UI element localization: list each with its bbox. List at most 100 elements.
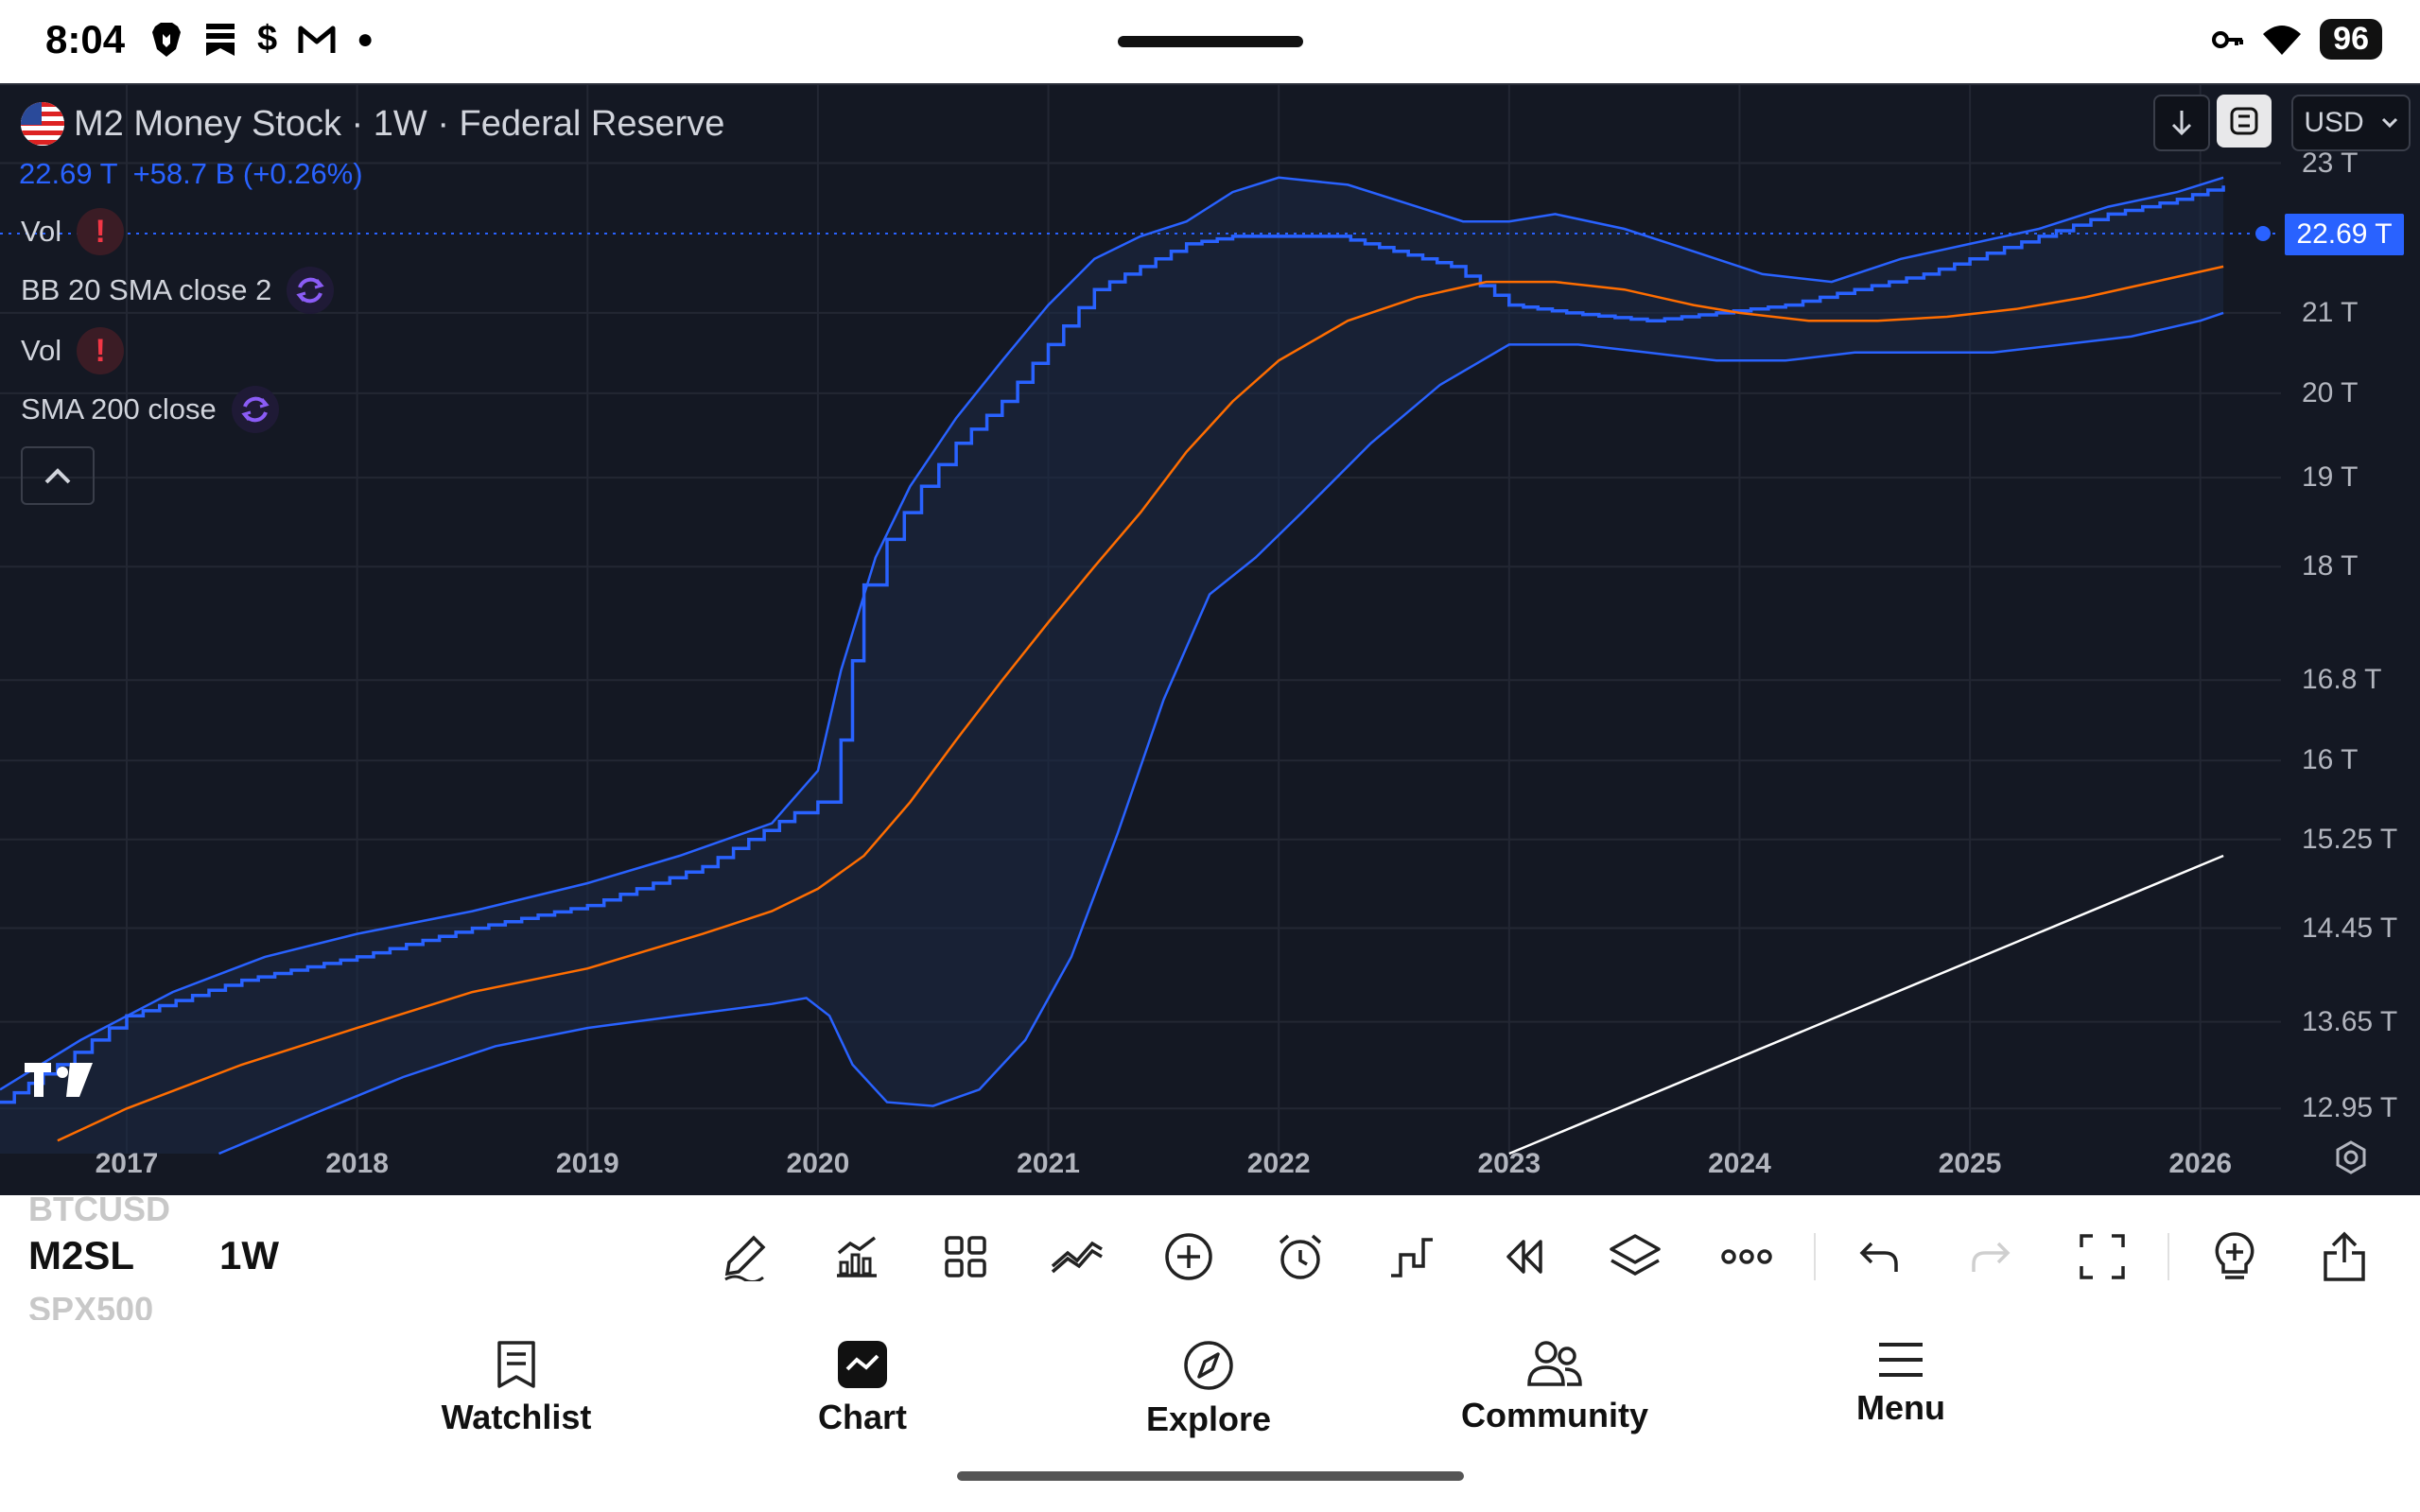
add-button[interactable]	[1159, 1227, 1218, 1286]
compare-button[interactable]	[1048, 1227, 1106, 1286]
indicator-sma[interactable]: SMA 200 close	[21, 386, 279, 433]
price-axis-label: 14.45 T	[2302, 912, 2398, 944]
time-axis-label: 2026	[2168, 1148, 2233, 1179]
notch-pill	[1118, 36, 1303, 47]
nav-label: Explore	[1145, 1399, 1272, 1438]
previous-symbol[interactable]: BTCUSD	[28, 1190, 170, 1228]
collapse-legend-button[interactable]	[21, 446, 95, 505]
symbol-title: M2 Money Stock · 1W · Federal Reserve	[74, 103, 725, 144]
price-chart[interactable]	[0, 85, 2420, 1197]
price-axis-label: 21 T	[2302, 296, 2359, 328]
status-bar: 8:04 $ ● 96	[0, 0, 2420, 83]
nav-label: Chart	[817, 1398, 907, 1436]
nav-menu[interactable]: Menu	[1778, 1339, 2024, 1428]
gmail-icon	[298, 26, 336, 53]
fullscreen-button[interactable]	[2073, 1227, 2132, 1286]
loading-icon	[287, 267, 335, 314]
time-axis-label: 2023	[1477, 1148, 1541, 1179]
add-icon	[1165, 1233, 1212, 1280]
chevron-up-icon	[44, 468, 71, 484]
status-system-icons: 96	[2212, 19, 2382, 60]
key-icon	[2212, 30, 2244, 48]
currency-dropdown[interactable]: USD	[2291, 95, 2411, 151]
share-button[interactable]	[2315, 1227, 2374, 1286]
indicators-button[interactable]	[827, 1227, 885, 1286]
sync-button[interactable]	[2217, 95, 2272, 148]
series-line-2	[218, 311, 2224, 1156]
chevron-down-icon	[2381, 117, 2397, 129]
scroll-down-button[interactable]	[2153, 95, 2210, 151]
indicator-label: Vol	[21, 334, 62, 367]
nav-chart[interactable]: Chart	[740, 1339, 985, 1437]
indicator-bb[interactable]: BB 20 SMA close 2	[21, 267, 335, 314]
layouts-icon	[945, 1236, 986, 1277]
redo-icon	[1972, 1242, 2011, 1272]
nav-community[interactable]: Community	[1432, 1339, 1678, 1435]
status-time: 8:04	[45, 17, 126, 61]
time-axis-label: 2017	[95, 1148, 159, 1179]
time-axis-label: 2020	[786, 1148, 850, 1179]
nav-watchlist[interactable]: Watchlist	[393, 1339, 639, 1437]
more-icon	[1721, 1249, 1772, 1264]
layers-button[interactable]	[1606, 1227, 1664, 1286]
watchlist-icon	[497, 1341, 535, 1388]
alert-button[interactable]	[1271, 1227, 1330, 1286]
layouts-button[interactable]	[936, 1227, 995, 1286]
explore-icon	[1184, 1341, 1233, 1390]
draw-button[interactable]	[715, 1227, 774, 1286]
time-axis-label: 2021	[1017, 1148, 1080, 1179]
settings-icon[interactable]	[2332, 1138, 2370, 1176]
sync-icon	[2230, 107, 2258, 135]
series-line-1	[0, 176, 2224, 1091]
ideas-button[interactable]	[2205, 1227, 2264, 1286]
draw-icon	[724, 1235, 766, 1281]
brave-icon	[152, 22, 181, 57]
error-icon[interactable]: !	[77, 327, 125, 374]
alert-icon	[1279, 1234, 1322, 1279]
nav-label: Community	[1461, 1396, 1648, 1434]
last-price-tag: 22.69 T	[2285, 214, 2404, 255]
legend-values: 22.69 T +58.7 B (+0.26%)	[19, 157, 363, 191]
bollinger-band-fill	[0, 177, 2224, 1154]
chart-toolbar: BTCUSD M2SL SPX500 1W	[0, 1190, 2420, 1329]
time-axis-label: 2025	[1938, 1148, 2002, 1179]
fullscreen-icon	[2080, 1234, 2125, 1279]
layers-icon	[1610, 1234, 1661, 1277]
series-line-0	[0, 185, 2225, 1104]
battery-icon: 96	[2320, 19, 2382, 60]
value-change: +58.7 B (+0.26%)	[132, 157, 363, 190]
nav-explore[interactable]: Explore	[1086, 1339, 1332, 1439]
price-axis-label: 13.65 T	[2302, 1005, 2398, 1037]
wifi-icon	[2263, 25, 2302, 55]
indicator-vol-2[interactable]: Vol !	[21, 327, 125, 374]
replay-button[interactable]	[1494, 1227, 1553, 1286]
chart-type-icon	[1391, 1238, 1433, 1277]
toolbar-divider	[1814, 1233, 1816, 1280]
share-icon	[2324, 1231, 2365, 1281]
error-icon[interactable]: !	[77, 208, 125, 255]
ideas-icon	[2215, 1232, 2255, 1279]
undo-button[interactable]	[1850, 1227, 1908, 1286]
bookmark-icon	[206, 23, 235, 56]
interval-selector[interactable]: 1W	[219, 1233, 279, 1277]
chart-type-button[interactable]	[1383, 1227, 1441, 1286]
chart-legend-title[interactable]: M2 Money Stock · 1W · Federal Reserve	[21, 102, 724, 146]
price-axis-label: 12.95 T	[2302, 1092, 2398, 1124]
more-button[interactable]	[1717, 1227, 1776, 1286]
nav-label: Watchlist	[441, 1398, 592, 1436]
series-line-4	[1508, 854, 2224, 1156]
indicator-label: Vol	[21, 215, 62, 248]
currency-label: USD	[2304, 107, 2364, 138]
symbol-selector[interactable]: M2SL	[28, 1233, 135, 1277]
arrow-down-icon	[2171, 111, 2192, 136]
price-axis-label: 20 T	[2302, 376, 2359, 408]
time-axis-label: 2022	[1246, 1148, 1311, 1179]
indicator-vol-1[interactable]: Vol !	[21, 208, 125, 255]
chart-area[interactable]: M2 Money Stock · 1W · Federal Reserve 22…	[0, 83, 2420, 1197]
status-notification-icons: $ ●	[149, 19, 374, 60]
nav-label: Menu	[1856, 1388, 1945, 1427]
price-axis-label: 16.8 T	[2302, 664, 2382, 696]
redo-button[interactable]	[1961, 1227, 2020, 1286]
time-axis-label: 2019	[555, 1148, 619, 1179]
toolbar-divider	[2168, 1233, 2169, 1280]
